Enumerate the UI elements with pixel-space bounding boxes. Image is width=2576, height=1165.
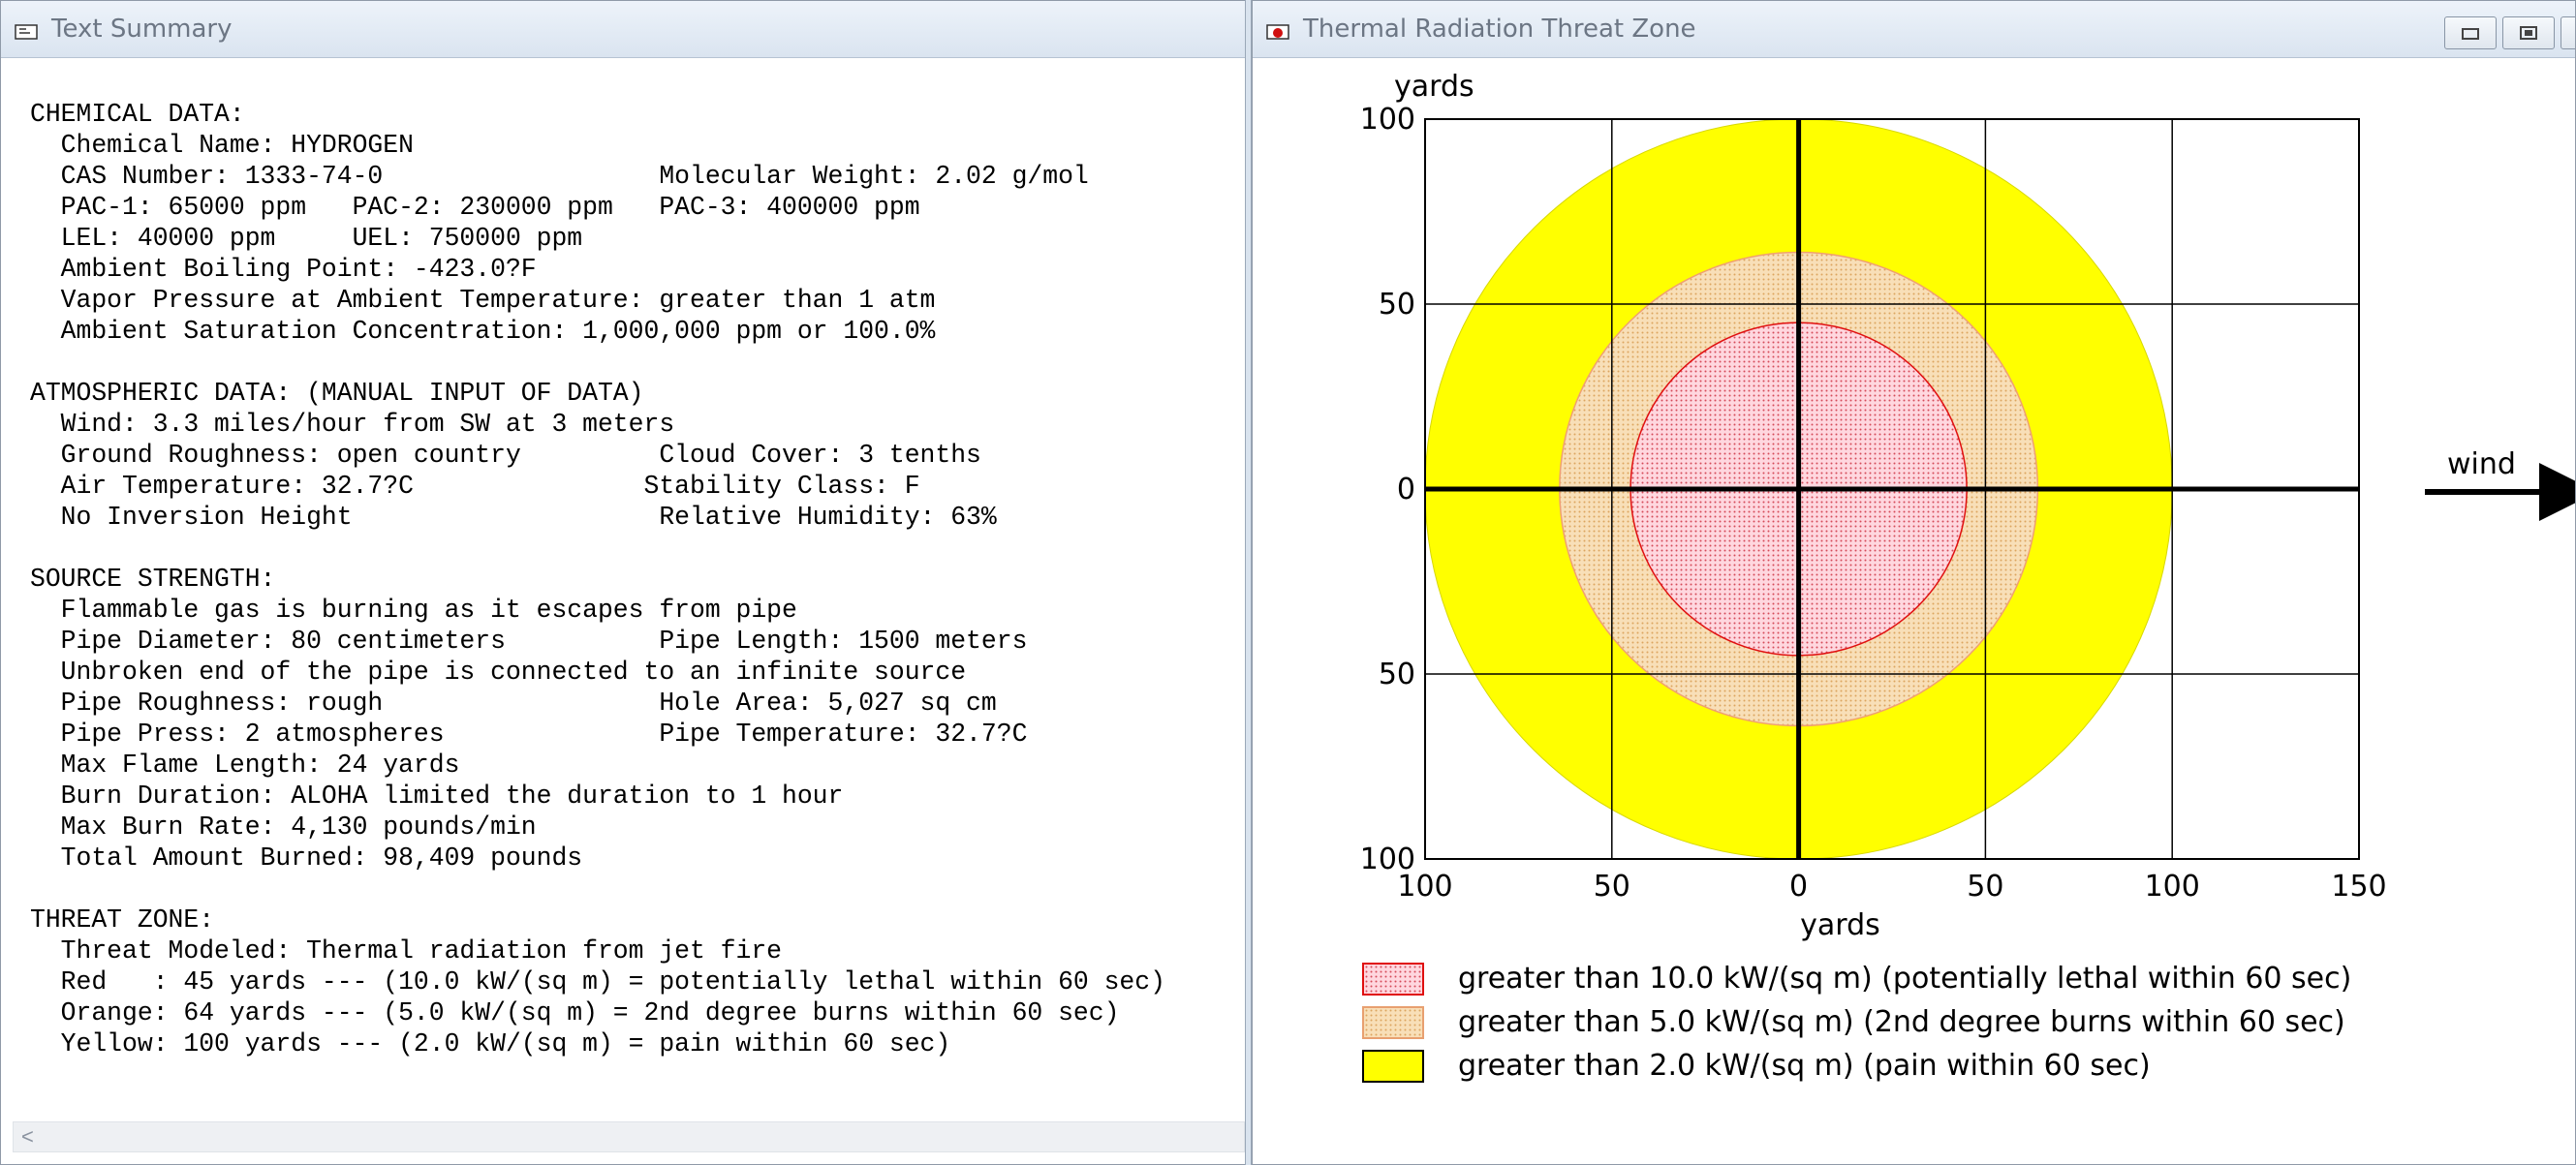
text-summary-content[interactable]: CHEMICAL DATA: Chemical Name: HYDROGEN C… (1, 58, 1251, 1164)
x-tick-label: 150 (2331, 870, 2386, 904)
app-icon (15, 24, 38, 40)
legend-label: greater than 2.0 kW/(sq m) (pain within … (1458, 1049, 2151, 1083)
x-tick-label: 100 (1397, 870, 1452, 904)
threat-zone-titlebar[interactable]: Thermal Radiation Threat Zone (1253, 1, 2575, 58)
wind-label: wind (2447, 447, 2516, 481)
x-tick-label: 100 (2145, 870, 2200, 904)
minimize-button[interactable] (2444, 16, 2497, 49)
scroll-left-arrow-icon[interactable]: < (21, 1124, 34, 1149)
x-axis-label: yards (1800, 908, 1880, 942)
restore-icon (2520, 26, 2537, 40)
text-summary-window: Text Summary CHEMICAL DATA: Chemical Nam… (0, 0, 1252, 1165)
minimize-icon (2462, 28, 2479, 40)
y-tick-label: 0 (1397, 473, 1415, 506)
x-tick-label: 50 (1594, 870, 1630, 904)
y-tick-label: 100 (1360, 103, 1415, 137)
legend: greater than 10.0 kW/(sq m) (potentially… (1362, 962, 2351, 1083)
horizontal-scrollbar[interactable]: < (13, 1121, 1245, 1152)
window-splitter[interactable] (1245, 0, 1252, 1165)
threat-zone-window: Thermal Radiation Threat Zone 100 50 0 (1252, 0, 2576, 1165)
legend-label: greater than 5.0 kW/(sq m) (2nd degree b… (1458, 1005, 2345, 1039)
window-title: Text Summary (51, 15, 233, 44)
window-title: Thermal Radiation Threat Zone (1303, 15, 1696, 44)
legend-swatch (1362, 1050, 1424, 1083)
text-summary-titlebar[interactable]: Text Summary (1, 1, 1251, 58)
legend-label: greater than 10.0 kW/(sq m) (potentially… (1458, 962, 2351, 996)
summary-text-body: CHEMICAL DATA: Chemical Name: HYDROGEN C… (30, 100, 1165, 1058)
restore-button[interactable] (2502, 16, 2555, 49)
x-tick-label: 50 (1967, 870, 2003, 904)
y-axis-label: yards (1394, 70, 1474, 104)
close-button[interactable] (2560, 16, 2575, 49)
legend-swatch (1362, 963, 1424, 996)
y-tick-label: 50 (1379, 288, 1415, 322)
legend-swatch (1362, 1006, 1424, 1039)
y-tick-label: 50 (1379, 658, 1415, 691)
y-tick-label: 100 (1360, 843, 1415, 876)
x-tick-label: 0 (1789, 870, 1808, 904)
flame-app-icon (1266, 24, 1289, 40)
wind-indicator: wind (2425, 447, 2575, 521)
